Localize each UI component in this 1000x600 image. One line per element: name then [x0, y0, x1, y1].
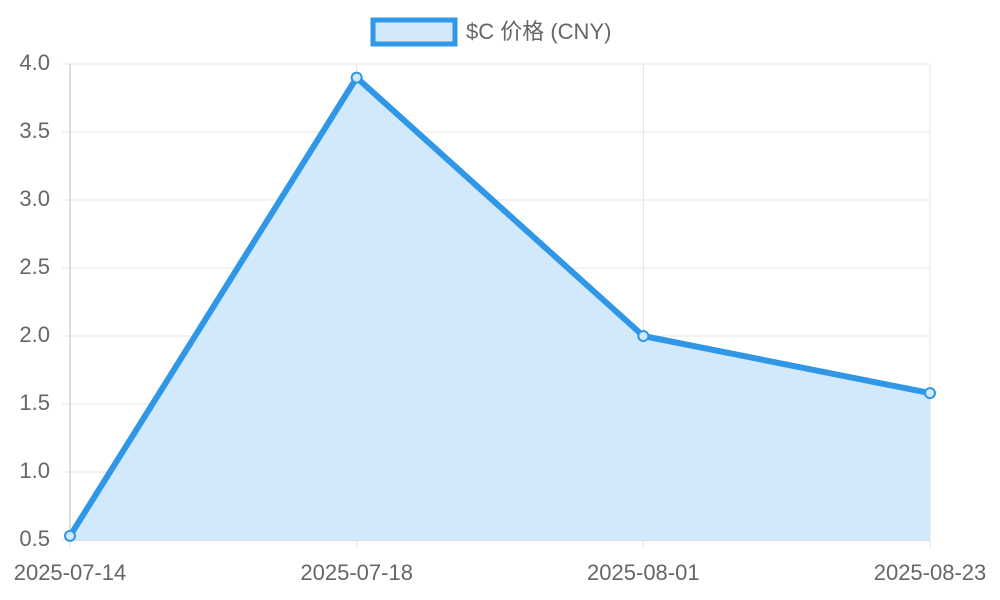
y-tick-label: 3.0: [19, 186, 50, 211]
x-tick-label: 2025-08-23: [874, 560, 987, 585]
point: [350, 71, 363, 84]
x-tick-label: 2025-08-01: [587, 560, 700, 585]
line: [67, 74, 931, 538]
legend-swatch: [370, 17, 458, 47]
y-tick-label: 1.5: [19, 390, 50, 415]
y-tick-label: 3.5: [19, 118, 50, 143]
y-tick-label: 0.5: [19, 526, 50, 551]
point: [64, 529, 76, 542]
area: [70, 77, 930, 540]
legend-label: $C 价格 (CNY): [466, 19, 611, 44]
y-tick-label: 2.0: [19, 322, 50, 347]
x-tick-label: 2025-07-14: [14, 560, 127, 585]
point: [637, 330, 650, 342]
y-tick-label: 4.0: [19, 50, 50, 75]
y-tick-label: 2.5: [19, 254, 50, 279]
x-tick-label: 2025-07-18: [300, 560, 413, 585]
y-tick-label: 1.0: [19, 458, 50, 483]
point: [924, 387, 936, 400]
